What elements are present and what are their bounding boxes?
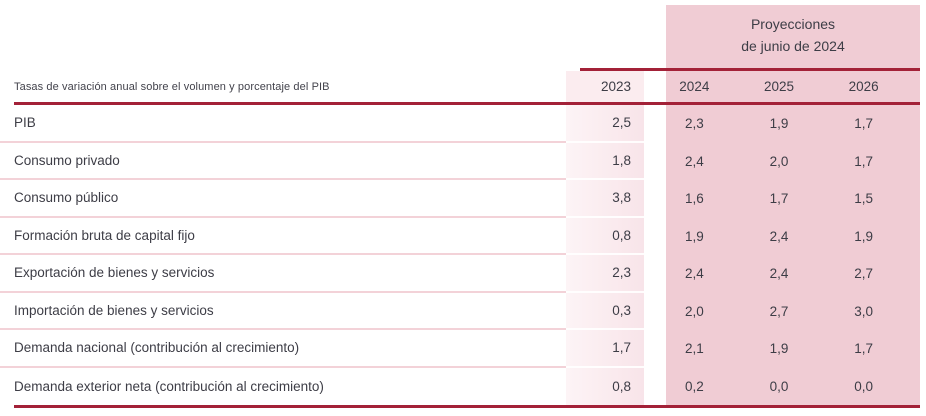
column-gap <box>644 180 652 218</box>
row-label: Consumo público <box>0 180 566 218</box>
projections-highlight-block <box>666 5 920 405</box>
value-cell-2024: 2,4 <box>684 153 704 169</box>
value-cell-2026: 2,7 <box>854 266 874 282</box>
row-label: Demanda nacional (contribución al crecim… <box>0 330 566 368</box>
table-row: Consumo privado 1,8 2,4 2,0 1,7 <box>0 142 926 181</box>
table-row: Consumo público 3,8 1,6 1,7 1,5 <box>0 180 926 218</box>
column-header-row: Tasas de variación anual sobre el volume… <box>0 71 926 102</box>
value-cell-2026: 1,9 <box>854 228 874 244</box>
value-cell-2023: 0,8 <box>566 367 644 405</box>
value-cell-2025: 0,0 <box>769 378 789 394</box>
row-label: PIB <box>0 105 566 143</box>
column-gap <box>644 368 652 406</box>
column-gap <box>644 105 652 143</box>
value-cell-2023: 2,3 <box>566 255 644 293</box>
column-header-2023: 2023 <box>566 71 644 102</box>
row-label: Exportación de bienes y servicios <box>0 255 566 293</box>
value-cell-2024: 2,1 <box>684 341 704 357</box>
value-cell-2026: 3,0 <box>854 303 874 319</box>
value-cell-2025: 2,4 <box>769 266 789 282</box>
row-label: Demanda exterior neta (contribución al c… <box>14 378 324 394</box>
header-rule <box>14 102 920 105</box>
projections-header: Proyecciones de junio de 2024 <box>666 13 920 57</box>
value-cell-2024: 2,3 <box>684 116 704 132</box>
value-cell-2024: 1,9 <box>684 228 704 244</box>
column-header-2024: 2024 <box>679 79 710 94</box>
value-cell-2025: 2,7 <box>769 303 789 319</box>
value-cell-2023: 0,8 <box>566 217 644 255</box>
table-row: Formación bruta de capital fijo 0,8 1,9 … <box>0 217 926 256</box>
value-cell-2024: 2,4 <box>684 266 704 282</box>
value-cell-2024: 0,2 <box>684 378 704 394</box>
column-header-2026: 2026 <box>848 79 879 94</box>
value-cell-2023: 3,8 <box>566 180 644 218</box>
value-cell-2026: 1,5 <box>854 191 874 207</box>
column-header-2025: 2025 <box>763 79 794 94</box>
column-gap <box>644 255 652 293</box>
bottom-rule <box>14 405 920 408</box>
value-cell-2026: 1,7 <box>854 153 874 169</box>
value-cell-2026: 1,7 <box>854 116 874 132</box>
value-cell-2025: 1,7 <box>769 191 789 207</box>
projections-header-line1: Proyecciones <box>750 16 836 32</box>
value-cell-2023: 1,8 <box>566 142 644 180</box>
value-cell-2024: 2,0 <box>684 303 704 319</box>
row-label: Formación bruta de capital fijo <box>0 218 566 255</box>
top-rule <box>580 68 920 71</box>
value-cell-2023: 0,3 <box>566 292 644 330</box>
value-cell-2023: 1,7 <box>566 330 644 368</box>
row-label: Consumo privado <box>0 143 566 180</box>
column-gap <box>644 330 652 368</box>
value-cell-2025: 1,9 <box>769 341 789 357</box>
table-row: PIB 2,5 2,3 1,9 1,7 <box>0 105 926 143</box>
table-row: Exportación de bienes y servicios 2,3 2,… <box>0 255 926 293</box>
value-cell-2023: 2,5 <box>566 105 644 143</box>
table-body: PIB 2,5 2,3 1,9 1,7 Consumo privado 1,8 … <box>0 105 926 405</box>
value-cell-2025: 1,9 <box>769 116 789 132</box>
column-gap <box>644 143 652 181</box>
value-cell-2026: 1,7 <box>854 341 874 357</box>
column-gap <box>644 293 652 331</box>
value-cell-2025: 2,4 <box>769 228 789 244</box>
table-row: Demanda exterior neta (contribución al c… <box>0 367 926 406</box>
row-label: Importación de bienes y servicios <box>0 293 566 330</box>
table-note: Tasas de variación anual sobre el volume… <box>14 80 330 93</box>
table-row: Importación de bienes y servicios 0,3 2,… <box>0 292 926 331</box>
table-row: Demanda nacional (contribución al crecim… <box>0 330 926 368</box>
value-cell-2026: 0,0 <box>854 378 874 394</box>
column-gap <box>644 218 652 256</box>
column-gap <box>644 71 652 102</box>
value-cell-2024: 1,6 <box>684 191 704 207</box>
projections-header-line2: de junio de 2024 <box>741 38 845 54</box>
value-cell-2025: 2,0 <box>769 153 789 169</box>
